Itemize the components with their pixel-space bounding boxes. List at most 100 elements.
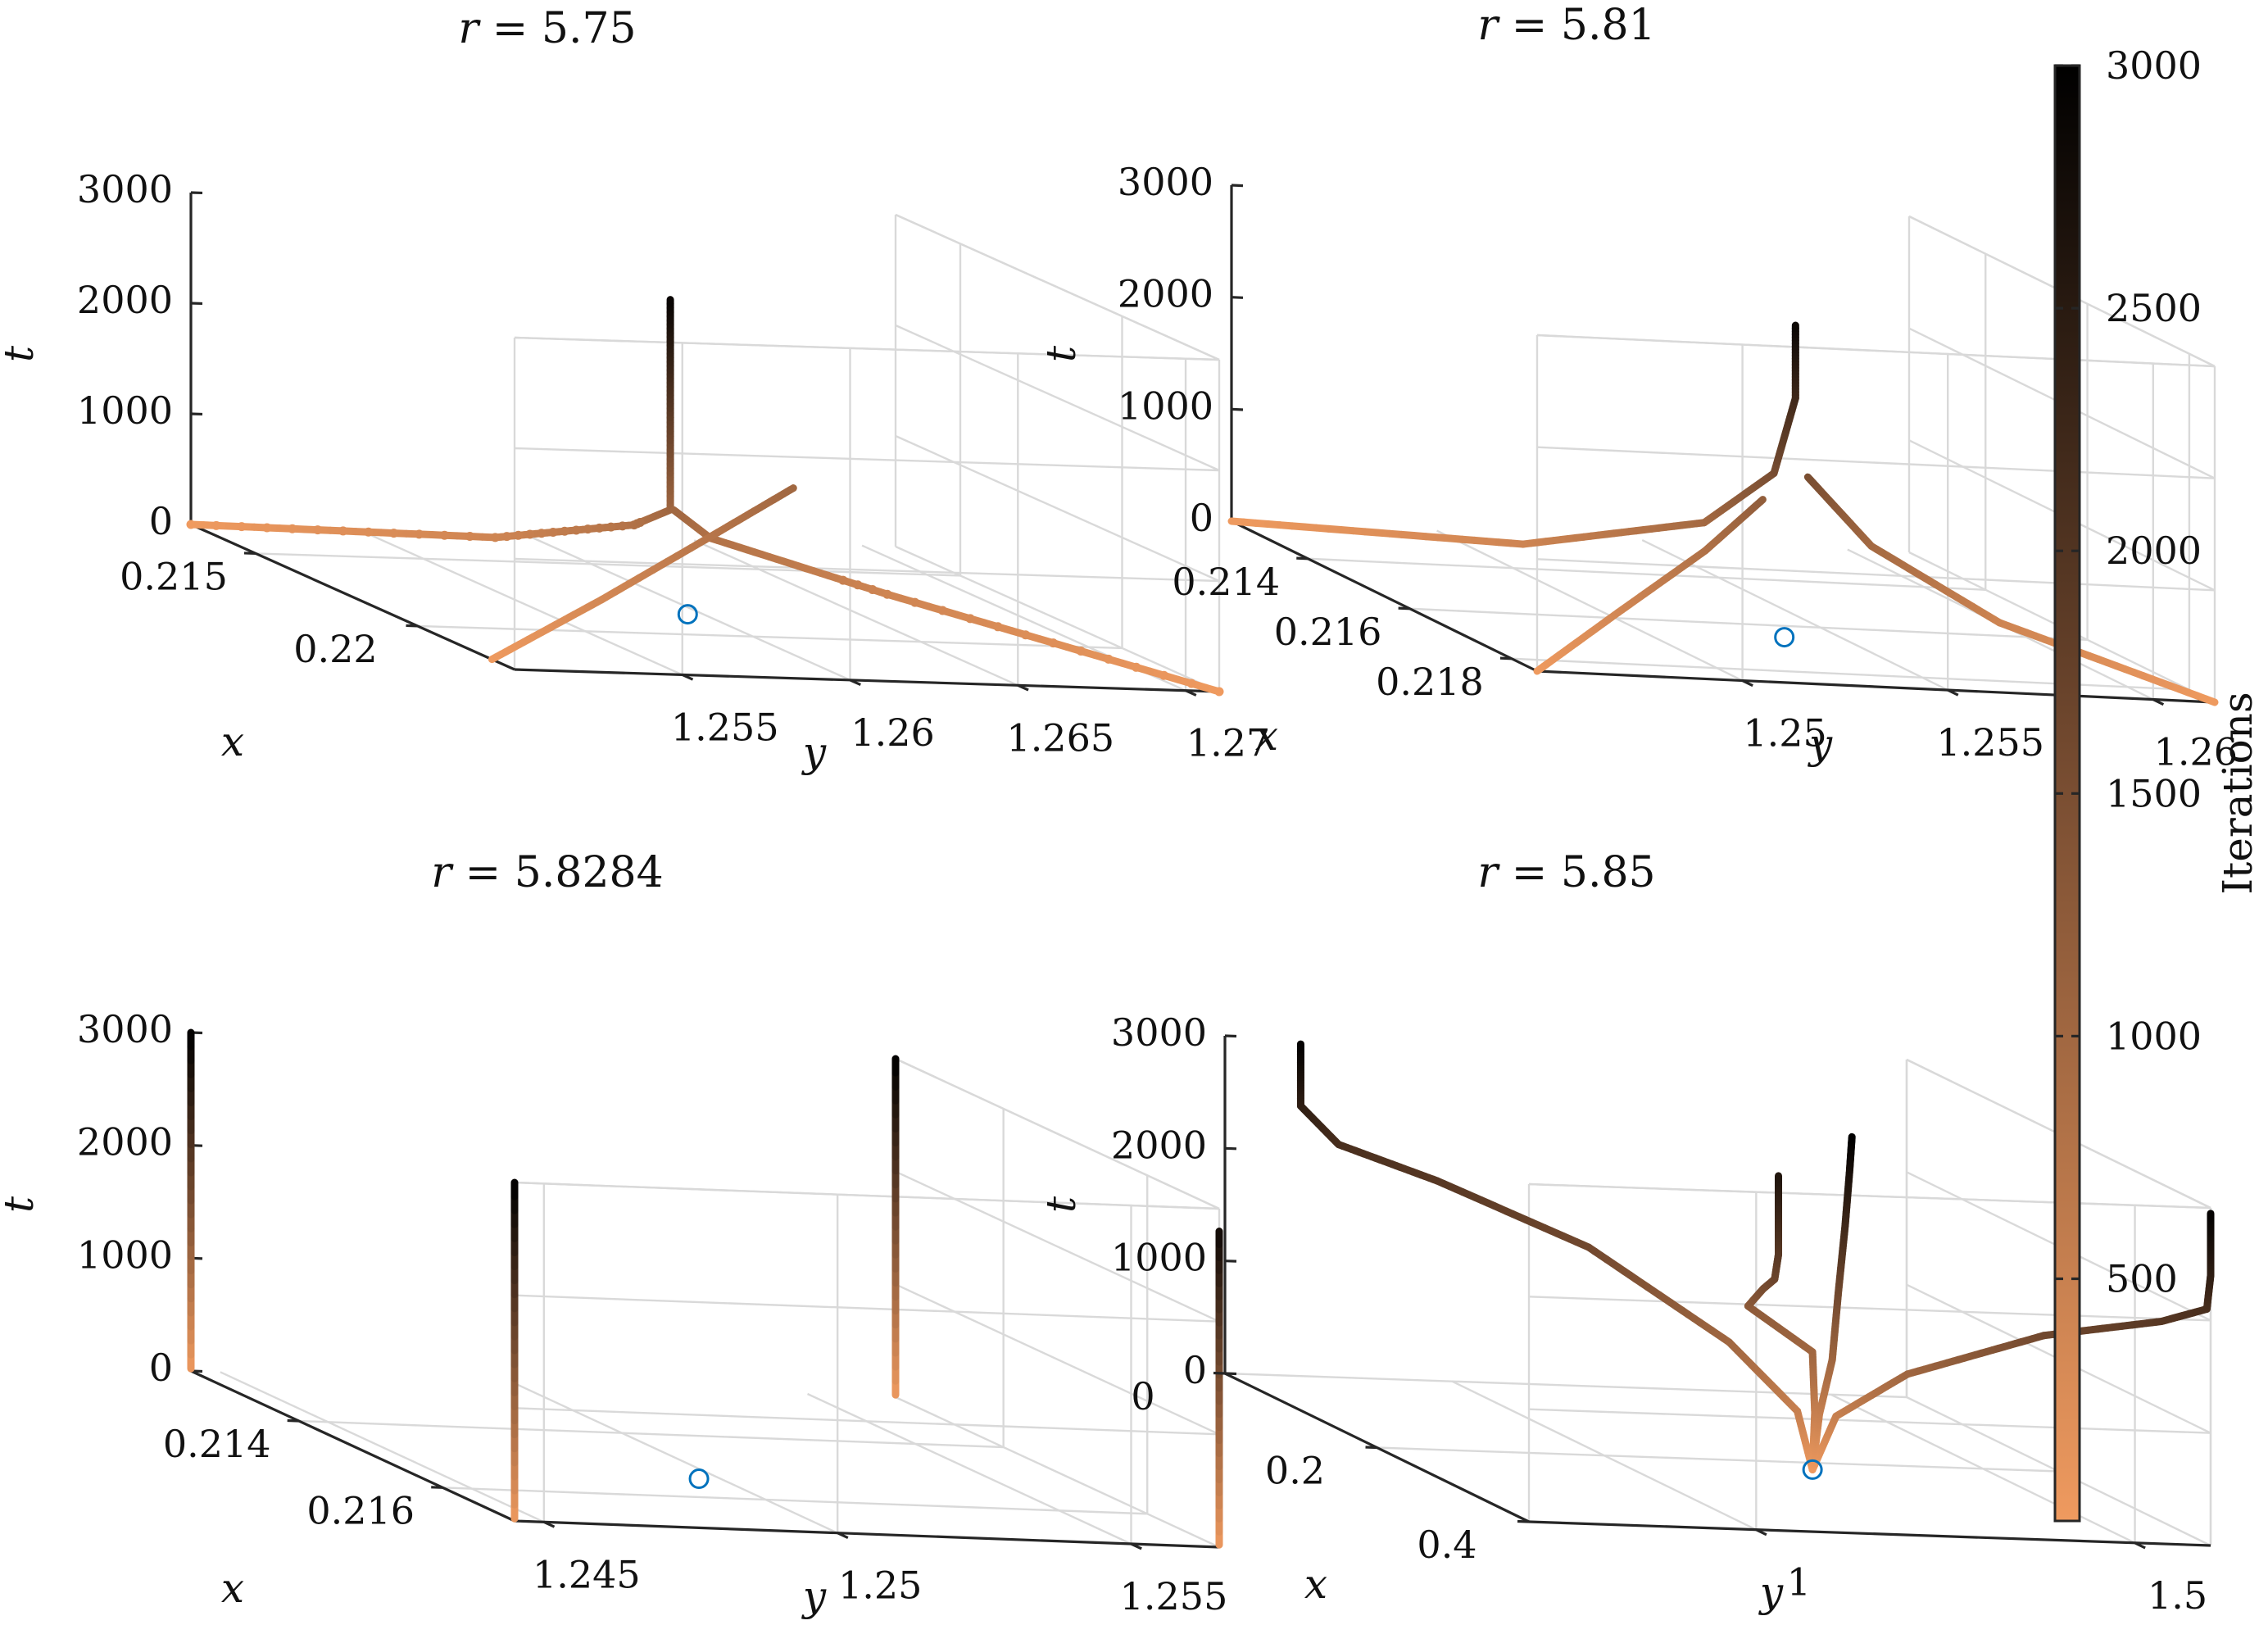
- z-axis-label: t: [0, 345, 43, 362]
- trajectory-dot: [490, 533, 500, 542]
- tick-group: 0 0.2 0.4 1 1.5 0 1000 2000 3000: [1111, 1010, 2207, 1618]
- trajectory-dot: [965, 614, 975, 624]
- grid-lines: [255, 213, 1221, 693]
- fixed-point-marker: [1802, 1459, 1823, 1480]
- y-axis-line: [514, 1519, 1220, 1549]
- x-axis-line: [1231, 520, 1538, 673]
- y-tick-label: 1.5: [2148, 1573, 2207, 1618]
- x-tick-label: 0.214: [163, 1422, 271, 1466]
- trajectory-dot: [1021, 630, 1031, 640]
- grid-line: [1830, 1393, 2136, 1544]
- y-tick-label: 1.26: [850, 710, 934, 755]
- trajectory-branch-1: [1296, 1040, 1817, 1473]
- z-tick-mark: [1231, 296, 1244, 299]
- x-tick-label: 0.218: [1376, 660, 1484, 704]
- trajectory-dot: [618, 521, 628, 531]
- trajectory-dot: [868, 584, 878, 594]
- grid-line: [358, 529, 683, 676]
- colorbar-tick-label: 2000: [2106, 529, 2202, 573]
- y-tick-label: 1.265: [1006, 715, 1114, 760]
- trajectory-group: [187, 1028, 1223, 1549]
- trajectory-dot: [560, 526, 569, 536]
- trajectory-dot: [1159, 670, 1168, 680]
- subplot-r-5-81: r = 5.81 0.214 0.216 0.218 1.25 1.255 1.26 0 10…: [1037, 1, 2238, 774]
- trajectory-dot: [237, 522, 247, 532]
- grid-line: [1409, 607, 2088, 641]
- trajectory-dot: [313, 525, 323, 535]
- trajectory-segment: [786, 484, 797, 494]
- trajectory-dot: [389, 529, 399, 538]
- grid-line: [298, 1419, 1004, 1449]
- trajectory-dot: [262, 523, 272, 533]
- x-axis-line: [190, 1369, 515, 1523]
- box-edge: [514, 336, 1220, 361]
- y-axis-line: [1536, 670, 2216, 704]
- z-tick-label: 1000: [1118, 384, 1213, 428]
- z-tick-label: 1000: [77, 1232, 173, 1277]
- y-tick-mark: [543, 1520, 556, 1528]
- trajectory-dot: [548, 527, 558, 537]
- x-tick-mark: [287, 1418, 299, 1423]
- tick-group: 0.214 0.216 1.245 1.25 1.255 0 1000 2000 3000: [77, 1007, 1227, 1618]
- y-axis-label: y: [801, 729, 827, 776]
- y-tick-mark: [1755, 1528, 1767, 1536]
- trajectory-dot: [583, 524, 592, 534]
- x-tick-label: 0.216: [1274, 610, 1382, 654]
- trajectory-dot: [465, 532, 474, 542]
- x-tick-label: 0.216: [306, 1488, 415, 1532]
- z-tick-label: 2000: [77, 1120, 173, 1164]
- y-tick-mark: [2134, 1541, 2146, 1550]
- z-tick-label: 2000: [77, 278, 173, 322]
- colorbar-tick-label: 1500: [2106, 771, 2202, 815]
- fixed-point-marker: [1774, 627, 1795, 648]
- z-tick-label: 3000: [1111, 1010, 1207, 1055]
- subplot-title: r = 5.8284: [431, 848, 663, 897]
- trajectory-dot: [1104, 654, 1114, 664]
- y-tick-label: 1.26: [2154, 730, 2238, 774]
- y-tick-label: 1: [1787, 1560, 1811, 1605]
- grid-line: [514, 1407, 1220, 1436]
- trajectory-branch-1: [1227, 321, 1799, 548]
- trajectory-group: [1227, 321, 2219, 706]
- colorbar-ticks: 500 1000 1500 2000 2500 3000: [2055, 43, 2202, 1300]
- y-tick-label: 1.255: [1120, 1574, 1228, 1618]
- x-tick-mark: [431, 1486, 443, 1489]
- x-tick-label: 0.214: [1172, 560, 1280, 604]
- fixed-point-marker: [677, 604, 698, 625]
- y-tick-label: 1.245: [533, 1552, 641, 1596]
- trajectory-dot: [1048, 638, 1058, 648]
- box-edge: [895, 213, 1220, 361]
- grid-line: [526, 533, 851, 681]
- x-tick-mark: [1296, 556, 1309, 561]
- trajectory-dot: [439, 530, 449, 540]
- trajectory-dot: [853, 580, 863, 590]
- x-tick-label: 0: [1131, 1374, 1154, 1418]
- grid-line: [514, 447, 1220, 472]
- trajectory-dot: [838, 575, 848, 585]
- grid-line: [1451, 1380, 1757, 1531]
- grid-line: [693, 539, 1018, 687]
- trajectory-branch-3: [1744, 1172, 1819, 1473]
- trajectory-branch-4: [1808, 1133, 1856, 1473]
- grid-line: [1377, 1446, 2059, 1473]
- tick-group: 0.214 0.216 0.218 1.25 1.255 1.26 0 1000 2000 300…: [1118, 160, 2238, 774]
- trajectory-dot: [288, 524, 297, 533]
- grid-line: [895, 545, 1220, 693]
- grid-line: [1536, 446, 2216, 479]
- z-tick-mark: [1231, 184, 1244, 188]
- colorbar-tick-label: 3000: [2106, 43, 2202, 88]
- subplot-title: r = 5.85: [1477, 848, 1655, 897]
- axis-lines: [189, 193, 1220, 693]
- trajectory-dot: [937, 606, 947, 615]
- y-tick-label: 1.27: [1186, 721, 1270, 765]
- y-tick-mark: [682, 673, 694, 681]
- trajectory-dot: [910, 597, 920, 607]
- tick-group: 0.215 0.22 1.255 1.26 1.265 1.27 0 1000 2000 3000: [77, 167, 1270, 765]
- trajectory-dot: [635, 517, 645, 527]
- grid-line: [514, 1294, 1220, 1323]
- trajectory-dot: [514, 530, 524, 540]
- subplot-r-5-8284: r = 5.8284 0.214 0.216 1.245 1.25 1.255 0 1000…: [0, 848, 1227, 1620]
- grid-line: [1528, 1408, 2211, 1434]
- y-axis-label: y: [1758, 1568, 1784, 1616]
- grid-line: [514, 557, 1220, 583]
